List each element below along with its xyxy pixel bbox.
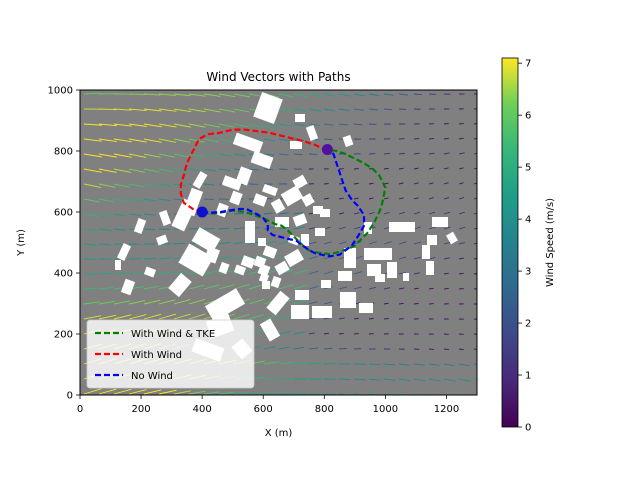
legend-entry: With Wind & TKE <box>131 329 215 340</box>
building <box>245 221 255 243</box>
building <box>387 262 397 278</box>
colorbar-tick-label: 0 <box>525 423 531 434</box>
colorbar-tick-label: 7 <box>525 59 531 70</box>
wind-vector <box>234 213 243 214</box>
x-axis-label: X (m) <box>265 428 293 439</box>
building <box>295 290 309 300</box>
wind-vector <box>204 199 214 200</box>
wind-vector <box>129 94 145 95</box>
wind-vector <box>339 333 344 334</box>
building <box>359 303 373 313</box>
building <box>115 260 121 270</box>
wind-vector <box>444 349 449 350</box>
building <box>258 238 266 246</box>
wind-vector <box>474 123 479 124</box>
wind-vector <box>339 379 351 380</box>
wind-vector <box>369 318 374 319</box>
wind-vector <box>384 153 390 154</box>
x-tick-label: 800 <box>315 404 334 415</box>
x-tick-label: 600 <box>254 404 273 415</box>
wind-vector <box>414 303 419 304</box>
colorbar-tick-label: 2 <box>525 319 531 330</box>
colorbar <box>502 58 518 427</box>
colorbar-tick-label: 6 <box>525 111 531 122</box>
colorbar-tick-label: 1 <box>525 371 531 382</box>
chart-title: Wind Vectors with Paths <box>206 70 350 84</box>
y-tick-label: 400 <box>54 269 73 280</box>
building <box>422 245 430 259</box>
building <box>291 305 309 319</box>
building <box>290 141 302 149</box>
building <box>295 114 305 122</box>
y-tick-label: 600 <box>54 208 73 219</box>
legend-entry: With Wind <box>131 350 182 361</box>
building <box>320 209 330 217</box>
y-tick-label: 1000 <box>48 86 73 97</box>
legend-entry: No Wind <box>131 371 173 382</box>
wind-vector <box>399 303 404 304</box>
wind-vector <box>474 334 479 335</box>
x-tick-label: 1200 <box>434 404 459 415</box>
x-axis: 0 200 400 600 800 1000 1200 <box>77 395 459 415</box>
wind-vector <box>474 273 479 274</box>
building <box>315 228 325 236</box>
wind-vector <box>429 138 434 139</box>
building <box>426 261 434 275</box>
wind-vector <box>84 259 96 260</box>
x-tick-label: 1000 <box>373 404 398 415</box>
y-tick-label: 800 <box>54 147 73 158</box>
y-axis: 0 200 400 600 800 1000 <box>48 86 80 402</box>
x-tick-label: 400 <box>193 404 212 415</box>
colorbar-ticks: 0 1 2 3 4 5 6 7 <box>518 59 531 434</box>
legend: With Wind & TKE With Wind No Wind <box>87 320 254 388</box>
wind-vector <box>459 123 464 124</box>
colorbar-tick-label: 5 <box>525 163 531 174</box>
building <box>338 271 352 281</box>
x-tick-label: 0 <box>77 404 83 415</box>
building <box>403 273 409 281</box>
building <box>321 280 331 288</box>
wind-vector <box>339 348 347 349</box>
building <box>312 306 332 318</box>
colorbar-tick-label: 4 <box>525 215 531 226</box>
building <box>340 292 356 308</box>
building <box>364 248 392 260</box>
wind-vector <box>99 273 112 274</box>
building <box>432 217 448 227</box>
wind-vector <box>204 228 214 229</box>
y-tick-label: 0 <box>67 391 73 402</box>
y-axis-label: Y (m) <box>16 229 27 257</box>
start-marker <box>197 207 208 218</box>
colorbar-label: Wind Speed (m/s) <box>545 198 556 287</box>
building <box>375 274 385 282</box>
wind-vector <box>444 288 449 289</box>
building <box>389 222 415 232</box>
wind-vector <box>369 364 380 365</box>
x-tick-label: 200 <box>132 404 151 415</box>
y-tick-label: 200 <box>54 330 73 341</box>
end-marker <box>322 144 333 155</box>
wind-vector <box>144 229 155 230</box>
building <box>427 235 437 245</box>
colorbar-tick-label: 3 <box>525 267 531 278</box>
